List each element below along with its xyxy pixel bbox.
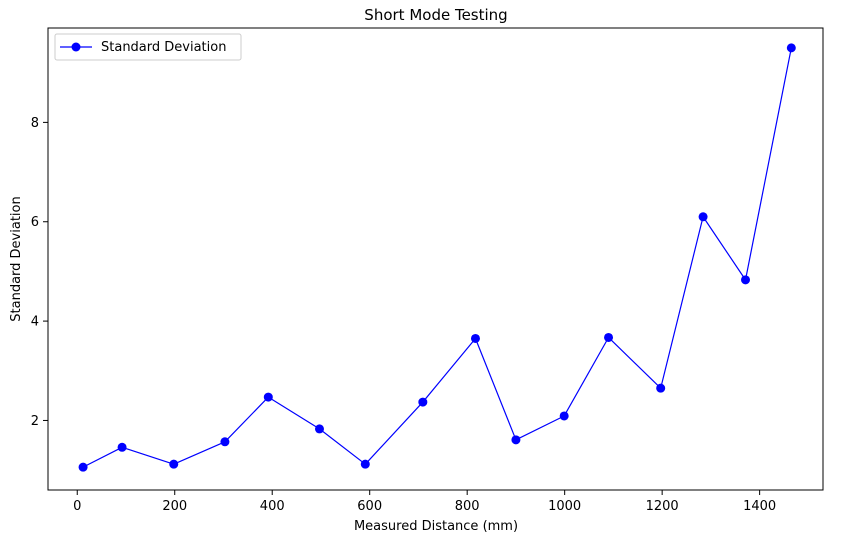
data-point [656, 383, 666, 393]
data-point [78, 462, 88, 472]
x-tick-label: 200 [162, 499, 187, 514]
legend-series-marker [71, 42, 81, 52]
data-point [470, 333, 480, 343]
data-point [559, 411, 569, 421]
plot-area [47, 27, 824, 491]
y-tick-label: 2 [31, 414, 39, 429]
x-tick-label: 1200 [646, 499, 679, 514]
y-axis: 2 4 6 8 [31, 116, 48, 429]
legend: Standard Deviation [54, 33, 242, 61]
data-point [169, 459, 179, 469]
data-point [314, 424, 324, 434]
series-line [82, 47, 792, 468]
x-tick-label: 1000 [548, 499, 581, 514]
data-point [511, 435, 521, 445]
y-axis-label: Standard Deviation [9, 196, 24, 321]
y-tick-label: 6 [31, 215, 39, 230]
legend-series-label: Standard Deviation [101, 40, 226, 55]
x-axis-label: Measured Distance (mm) [354, 519, 518, 534]
data-point [604, 332, 614, 342]
chart-title: Short Mode Testing [364, 6, 507, 24]
data-point [117, 442, 127, 452]
x-tick-label: 400 [260, 499, 285, 514]
data-point [418, 397, 428, 407]
series-layer [78, 43, 796, 472]
x-tick-label: 800 [455, 499, 480, 514]
data-point [360, 459, 370, 469]
data-point [220, 437, 230, 447]
y-tick-label: 4 [31, 315, 39, 330]
x-tick-label: 0 [73, 499, 81, 514]
x-tick-label: 600 [357, 499, 382, 514]
y-tick-label: 8 [31, 116, 39, 131]
data-point [786, 43, 796, 53]
x-tick-label: 1400 [743, 499, 776, 514]
x-axis: 0 200 400 600 800 1000 1200 1400 [73, 490, 776, 514]
data-point [263, 392, 273, 402]
legend-box [54, 33, 242, 61]
data-point [698, 212, 708, 222]
data-point [741, 275, 750, 285]
